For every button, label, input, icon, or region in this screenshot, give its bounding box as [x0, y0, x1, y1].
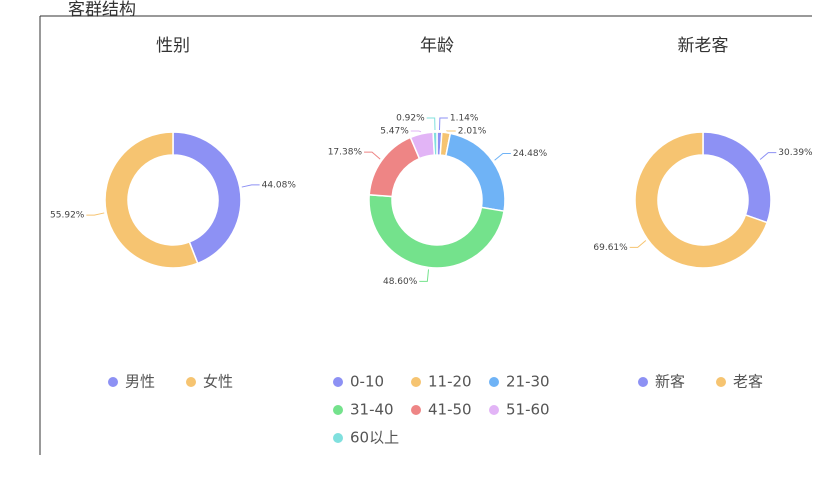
legend-dot — [186, 377, 196, 387]
leader-line — [364, 151, 381, 160]
leader-line — [410, 130, 422, 133]
legend-dot — [411, 405, 421, 415]
legend-label: 新客 — [655, 373, 685, 391]
legend-dot — [638, 377, 648, 387]
legend-label: 女性 — [203, 373, 233, 391]
slice — [368, 136, 421, 198]
chart-title: 性别 — [156, 36, 190, 56]
section-title: 客群结构 — [68, 0, 136, 20]
data-label: 69.61% — [593, 243, 628, 253]
data-label: 44.08% — [262, 180, 297, 190]
data-label: 17.38% — [328, 148, 363, 158]
slice — [444, 132, 506, 213]
slice — [432, 131, 438, 156]
leader-line — [629, 240, 647, 248]
leader-line — [426, 117, 436, 131]
legend-dot — [333, 433, 343, 443]
data-label: 0.92% — [396, 114, 425, 124]
chart-title: 新老客 — [678, 36, 729, 56]
legend-label: 11-20 — [428, 373, 472, 391]
leader-line — [419, 269, 430, 282]
leader-line — [494, 152, 511, 161]
legend-dot — [716, 377, 726, 387]
data-label: 55.92% — [50, 211, 85, 221]
legend-dot — [411, 377, 421, 387]
leader-line — [759, 152, 777, 160]
data-label: 48.60% — [383, 277, 418, 287]
legend-label: 51-60 — [506, 401, 550, 419]
legend-dot — [333, 377, 343, 387]
slice — [172, 131, 242, 265]
chart-title: 年龄 — [420, 36, 454, 56]
legend-dot — [333, 405, 343, 415]
slice — [104, 131, 199, 269]
data-label: 2.01% — [458, 127, 487, 137]
slice — [634, 131, 769, 269]
leader-line — [241, 184, 260, 188]
legend-label: 男性 — [125, 373, 155, 391]
legend-label: 60以上 — [350, 429, 399, 447]
leader-line — [439, 117, 448, 131]
data-label: 5.47% — [380, 127, 409, 137]
slice — [368, 193, 505, 269]
leader-line — [86, 212, 105, 216]
data-label: 1.14% — [450, 114, 479, 124]
legend-dot — [489, 377, 499, 387]
legend-dot — [489, 405, 499, 415]
data-label: 30.39% — [778, 148, 813, 158]
legend-dot — [108, 377, 118, 387]
legend-label: 41-50 — [428, 401, 472, 419]
legend-label: 老客 — [733, 373, 763, 391]
slice — [702, 131, 772, 224]
legend-label: 31-40 — [350, 401, 394, 419]
legend-label: 21-30 — [506, 373, 550, 391]
data-label: 24.48% — [513, 149, 548, 159]
legend-label: 0-10 — [350, 373, 384, 391]
